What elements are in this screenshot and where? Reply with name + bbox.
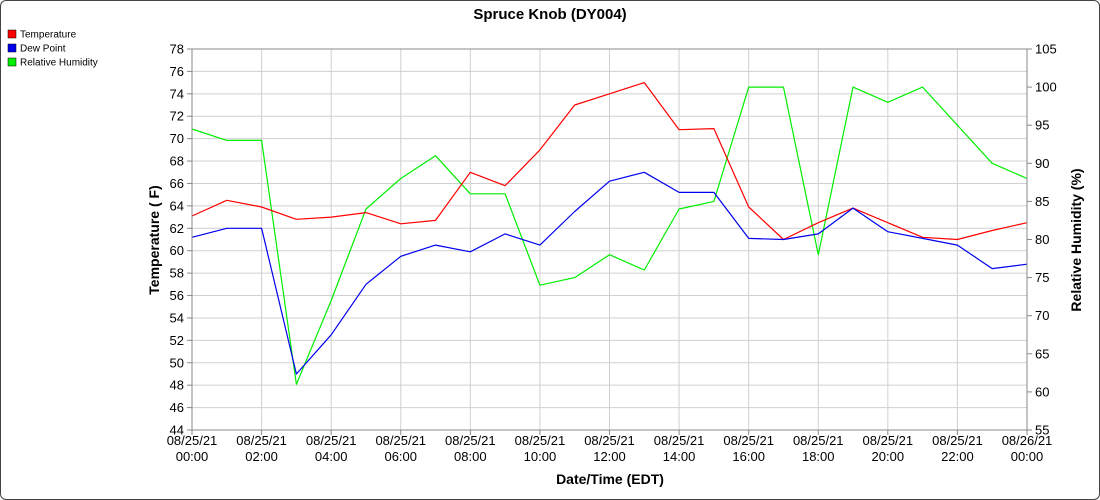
x-tick-label-date: 08/25/21 bbox=[793, 433, 844, 448]
y-right-tick-label: 95 bbox=[1035, 118, 1049, 133]
x-tick-label-time: 20:00 bbox=[872, 449, 905, 464]
y-axis-left-label: Temperature ( F) bbox=[146, 185, 162, 294]
y-left-tick-label: 54 bbox=[170, 310, 184, 325]
y-left-tick-label: 64 bbox=[170, 198, 184, 213]
y-left-tick-label: 46 bbox=[170, 400, 184, 415]
y-right-tick-label: 55 bbox=[1035, 423, 1049, 438]
y-left-tick-label: 52 bbox=[170, 333, 184, 348]
y-axis-right-label: Relative Humidity (%) bbox=[1068, 168, 1084, 311]
y-left-tick-label: 48 bbox=[170, 378, 184, 393]
y-left-tick-label: 56 bbox=[170, 288, 184, 303]
plot-area-border bbox=[191, 48, 1028, 431]
y-right-tick-label: 90 bbox=[1035, 156, 1049, 171]
series-line-temperature bbox=[191, 81, 1028, 241]
x-tick-label-time: 00:00 bbox=[176, 449, 209, 464]
legend-swatch-dew-point bbox=[7, 43, 17, 53]
y-left-tick-label: 70 bbox=[170, 131, 184, 146]
x-tick-label-time: 06:00 bbox=[384, 449, 417, 464]
x-tick-label-time: 18:00 bbox=[802, 449, 835, 464]
legend: Temperature Dew Point Relative Humidity bbox=[7, 29, 98, 69]
x-tick-label-date: 08/25/21 bbox=[932, 433, 983, 448]
y-left-tick-label: 66 bbox=[170, 176, 184, 191]
x-tick-label-date: 08/25/21 bbox=[515, 433, 566, 448]
y-left-tick-label: 62 bbox=[170, 221, 184, 236]
y-right-tick-label: 105 bbox=[1035, 42, 1057, 57]
x-tick-label-time: 02:00 bbox=[245, 449, 278, 464]
x-tick-label-date: 08/25/21 bbox=[723, 433, 774, 448]
tick-labels: 44 46 48 50 52 54 56 58 60 62 64 66 68 70 72 74 76 78 55 60… bbox=[167, 42, 1057, 465]
x-tick-label-time: 00:00 bbox=[1011, 449, 1044, 464]
x-tick-label-date: 08/25/21 bbox=[236, 433, 287, 448]
x-tick-label-time: 04:00 bbox=[315, 449, 348, 464]
x-tick-label-date: 08/25/21 bbox=[654, 433, 705, 448]
x-tick-label-time: 12:00 bbox=[593, 449, 626, 464]
x-tick-label-date: 08/25/21 bbox=[584, 433, 635, 448]
x-tick-label-date: 08/26/21 bbox=[1002, 433, 1053, 448]
y-right-tick-label: 80 bbox=[1035, 232, 1049, 247]
y-left-tick-label: 74 bbox=[170, 86, 184, 101]
x-tick-label-date: 08/25/21 bbox=[445, 433, 496, 448]
y-right-tick-label: 70 bbox=[1035, 308, 1049, 323]
x-axis-label: Date/Time (EDT) bbox=[556, 471, 664, 487]
legend-swatch-temperature bbox=[7, 29, 17, 39]
y-left-tick-label: 60 bbox=[170, 243, 184, 258]
x-tick-label-date: 08/25/21 bbox=[167, 433, 218, 448]
plot-series bbox=[191, 81, 1028, 385]
y-left-tick-label: 78 bbox=[170, 42, 184, 57]
y-right-tick-label: 85 bbox=[1035, 194, 1049, 209]
chart-title: Spruce Knob (DY004) bbox=[473, 6, 626, 23]
y-left-tick-label: 72 bbox=[170, 109, 184, 124]
x-tick-label-date: 08/25/21 bbox=[863, 433, 914, 448]
y-right-tick-label: 75 bbox=[1035, 270, 1049, 285]
y-left-tick-label: 58 bbox=[170, 266, 184, 281]
legend-label-temperature: Temperature bbox=[20, 30, 77, 41]
grid bbox=[191, 48, 1028, 431]
x-tick-label-time: 16:00 bbox=[732, 449, 765, 464]
y-right-tick-label: 65 bbox=[1035, 346, 1049, 361]
legend-swatch-relative-humidity bbox=[7, 57, 17, 67]
y-left-tick-label: 44 bbox=[170, 423, 184, 438]
x-tick-label-time: 22:00 bbox=[941, 449, 974, 464]
y-left-tick-label: 68 bbox=[170, 154, 184, 169]
series-line-dew-point bbox=[191, 171, 1028, 375]
y-left-tick-label: 76 bbox=[170, 64, 184, 79]
x-tick-label-time: 10:00 bbox=[524, 449, 557, 464]
x-tick-label-date: 08/25/21 bbox=[375, 433, 426, 448]
series-line-relative-humidity bbox=[191, 86, 1028, 385]
y-left-tick-label: 50 bbox=[170, 355, 184, 370]
x-tick-label-time: 08:00 bbox=[454, 449, 487, 464]
legend-label-dew-point: Dew Point bbox=[20, 44, 66, 55]
x-tick-label-time: 14:00 bbox=[663, 449, 696, 464]
legend-label-relative-humidity: Relative Humidity bbox=[20, 58, 98, 69]
y-right-tick-label: 100 bbox=[1035, 80, 1057, 95]
y-right-tick-label: 60 bbox=[1035, 384, 1049, 399]
x-tick-label-date: 08/25/21 bbox=[306, 433, 357, 448]
